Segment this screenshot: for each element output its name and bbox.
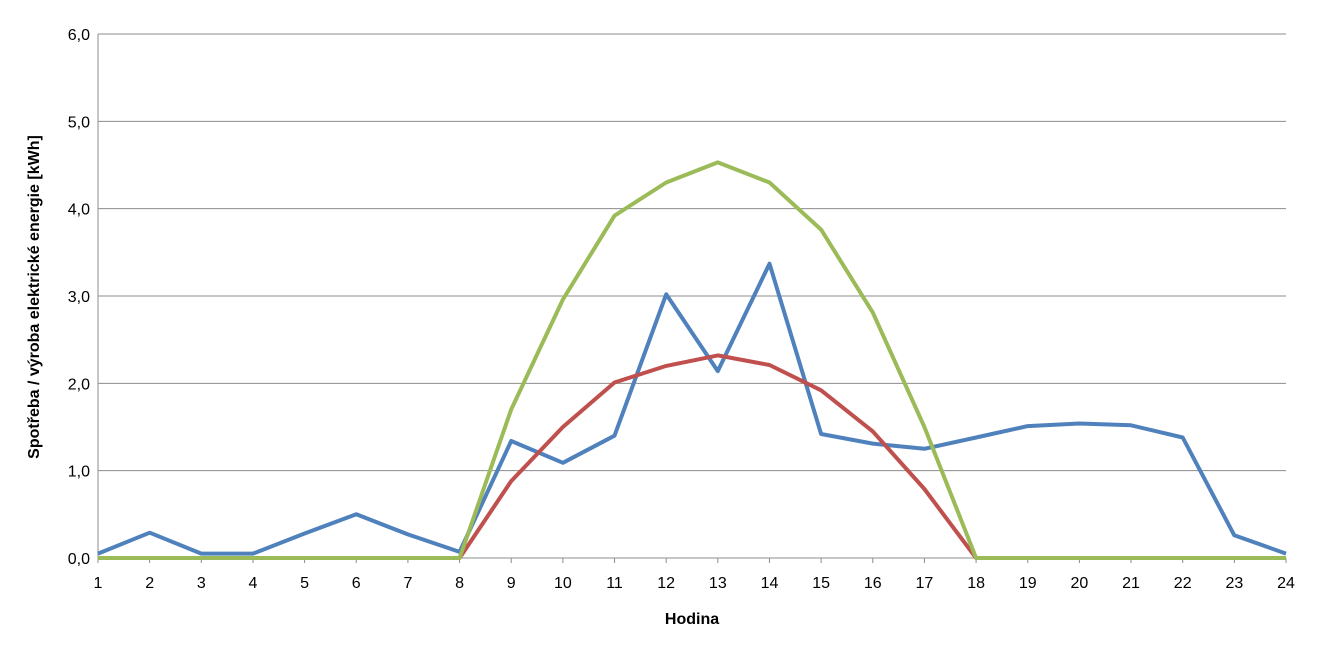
x-tick-label: 9 (507, 575, 516, 592)
x-tick-label: 1 (94, 575, 103, 592)
series-line-1 (97, 261, 1287, 556)
y-axis-title: Spotřeba / výroba elektrické energie [kW… (26, 135, 43, 459)
x-tick-label: 19 (1019, 575, 1037, 592)
x-tick-label: 8 (455, 575, 464, 592)
x-tick-label: 12 (657, 575, 675, 592)
x-tick-label: 15 (812, 575, 830, 592)
y-tick-label: 4,0 (68, 202, 90, 219)
x-axis-title: Hodina (665, 611, 719, 628)
x-tick-label: 11 (606, 575, 623, 592)
gridlines (98, 33, 1286, 472)
x-tick-label: 7 (403, 575, 412, 592)
x-tick-label: 3 (197, 575, 206, 592)
x-tick-label: 6 (352, 575, 361, 592)
x-tick-label: 24 (1277, 575, 1295, 592)
y-tick-label: 1,0 (68, 464, 90, 481)
y-tick-label: 3,0 (68, 289, 90, 306)
series-line-2 (98, 353, 1286, 560)
x-tick-label: 2 (145, 575, 154, 592)
x-tick-label: 16 (864, 575, 882, 592)
x-tick-label: 18 (967, 575, 985, 592)
x-tick-label: 17 (916, 575, 934, 592)
x-tick-label: 13 (709, 575, 727, 592)
series-line-3 (98, 160, 1286, 560)
y-tick-label: 6,0 (68, 27, 90, 44)
x-tick-label: 20 (1070, 575, 1088, 592)
series-lines (97, 160, 1287, 560)
x-tick-label: 23 (1225, 575, 1243, 592)
x-tick-label: 10 (554, 575, 572, 592)
x-tick-label: 14 (761, 575, 779, 592)
x-tick-label: 22 (1174, 575, 1192, 592)
y-tick-label: 2,0 (68, 376, 90, 393)
x-tick-label: 21 (1122, 575, 1140, 592)
axes (97, 34, 1287, 563)
y-tick-label: 5,0 (68, 114, 90, 131)
tick-labels: 0,01,02,03,04,05,06,01 2 3 4 5 6 7 8 9 10 11 12 13 14… (68, 27, 1295, 592)
x-tick-label: 4 (249, 575, 258, 592)
x-tick-label: 5 (300, 575, 309, 592)
y-tick-label: 0,0 (68, 551, 90, 568)
